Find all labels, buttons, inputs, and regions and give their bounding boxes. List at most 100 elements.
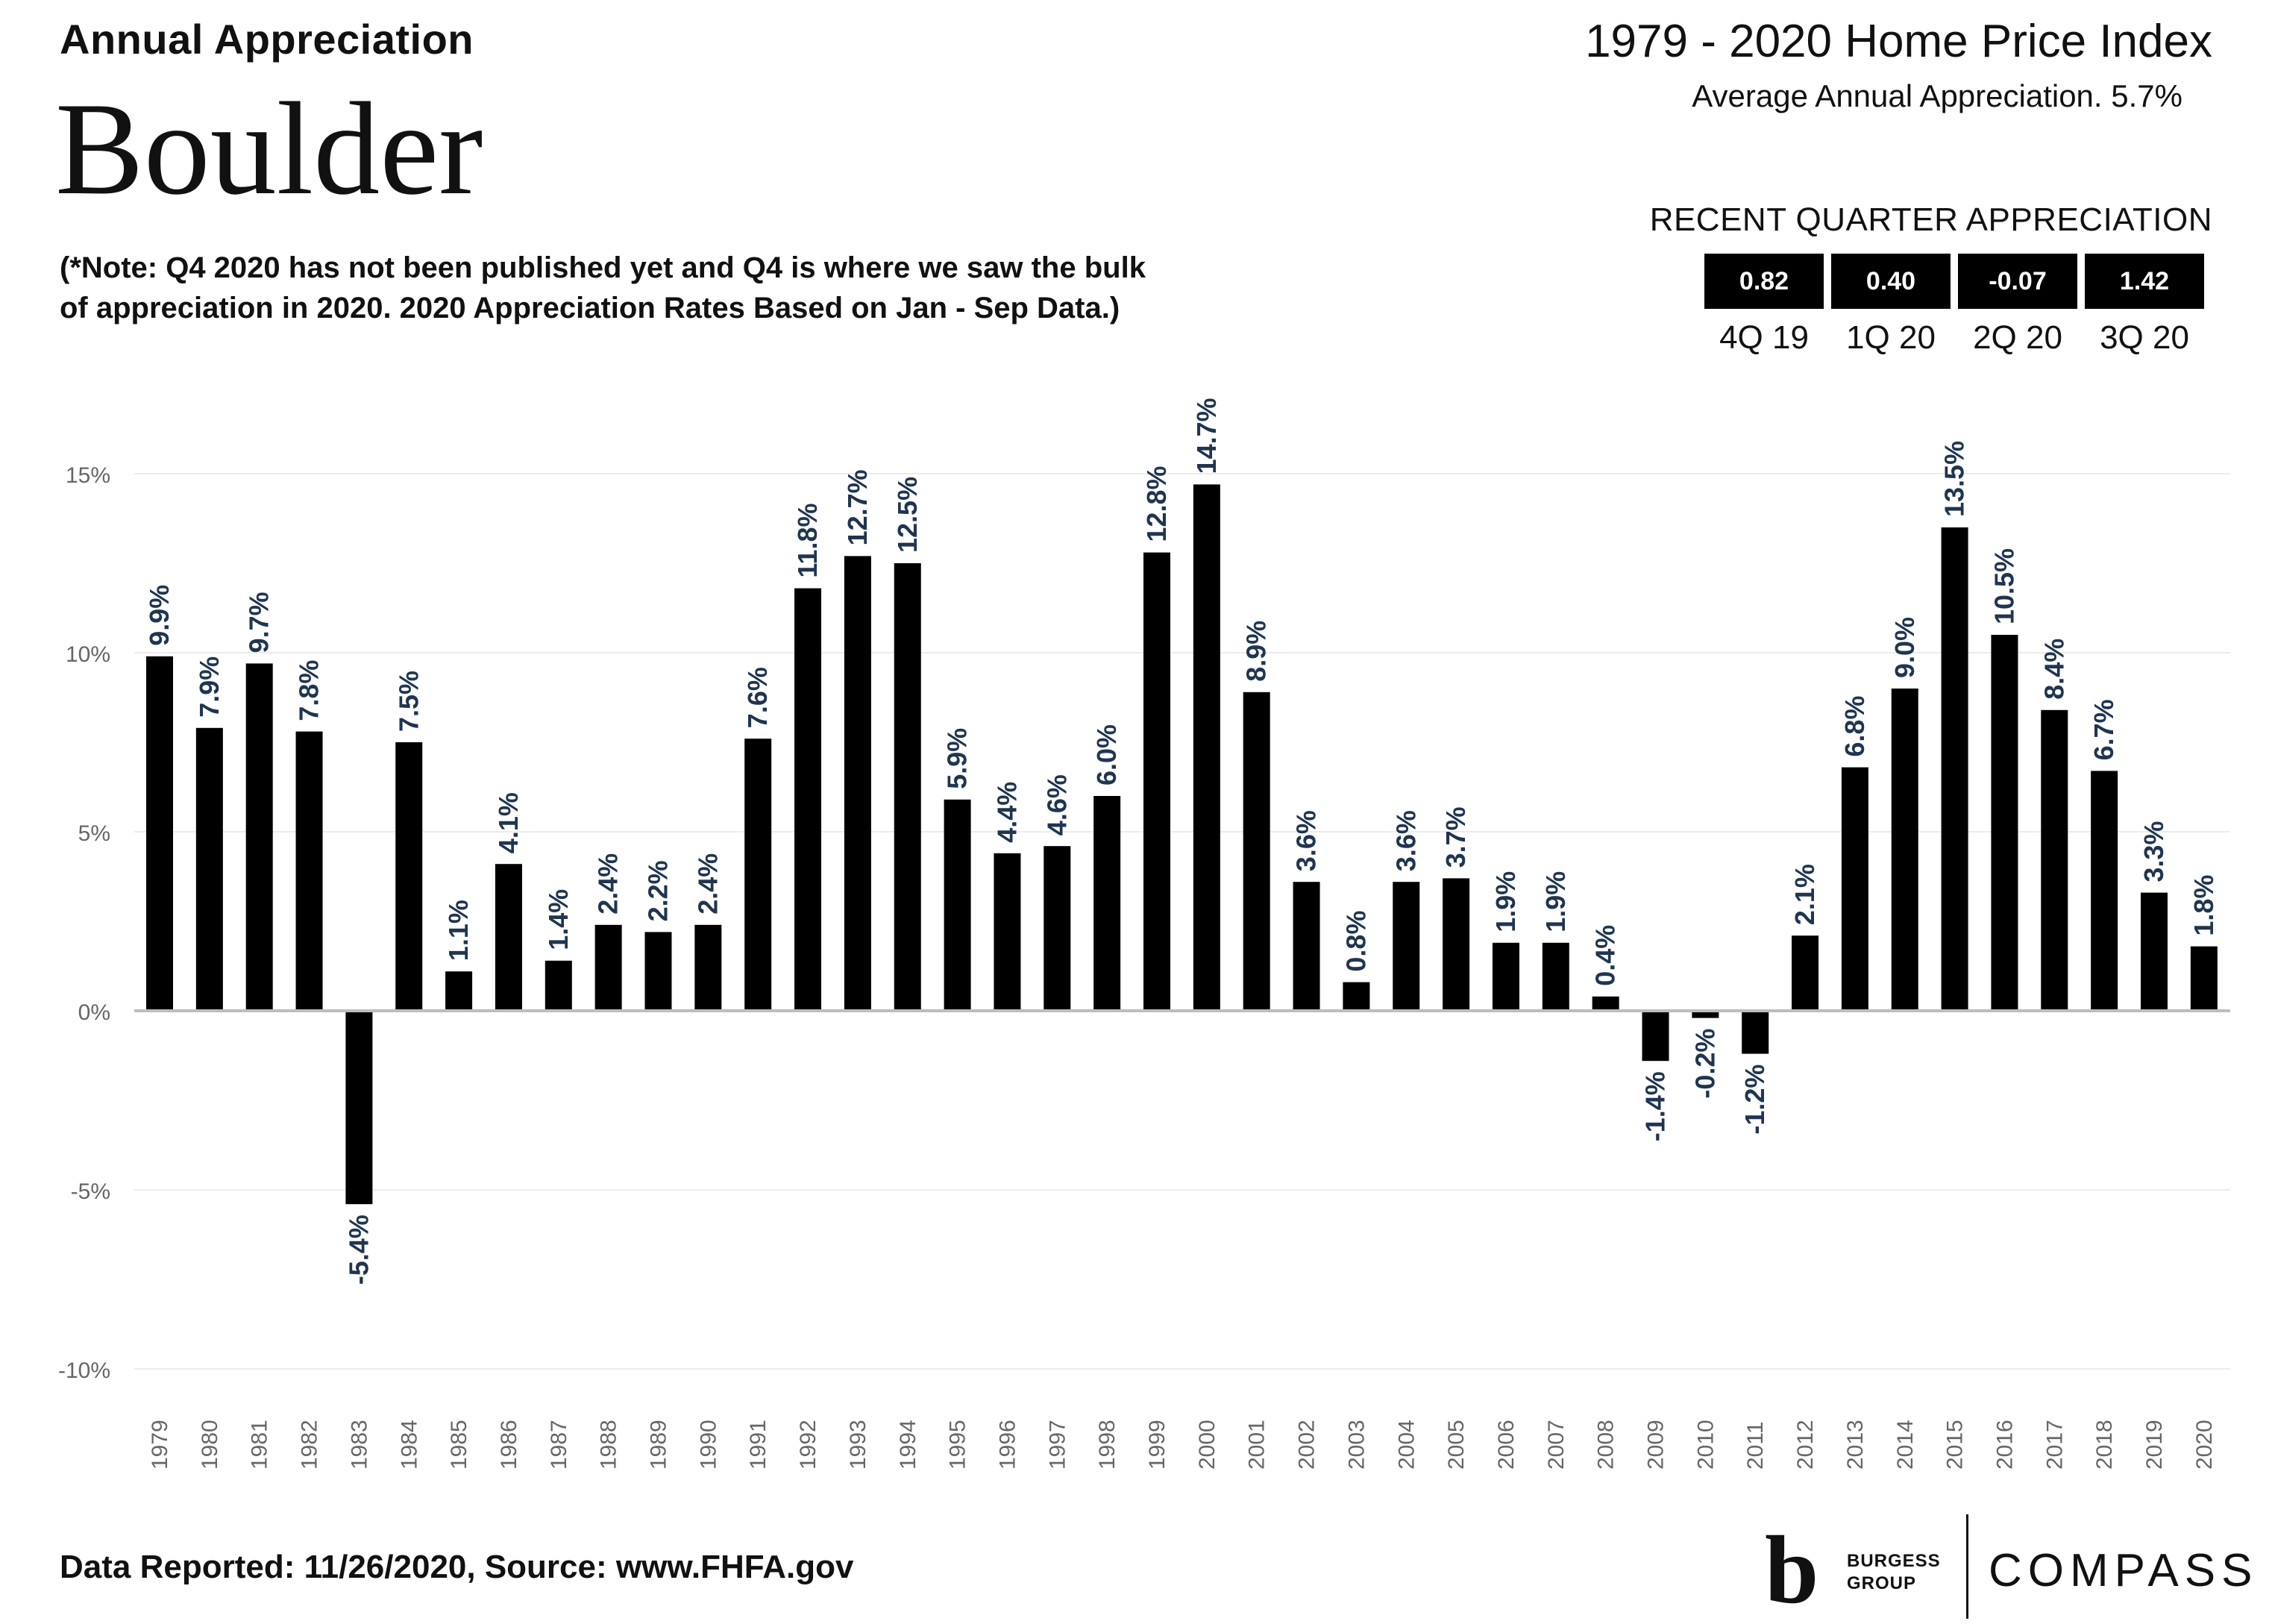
bar bbox=[445, 971, 473, 1011]
data-label: 7.6% bbox=[742, 667, 773, 728]
bar bbox=[146, 656, 173, 1011]
data-label: 3.3% bbox=[2138, 821, 2169, 882]
x-tick-label: 2010 bbox=[1693, 1420, 1718, 1470]
bar bbox=[1542, 942, 1569, 1011]
data-label: 6.7% bbox=[2089, 699, 2119, 760]
quarter-label-2q20: 2Q 20 bbox=[1973, 319, 2062, 356]
bar bbox=[545, 960, 572, 1011]
x-tick-label: 1984 bbox=[397, 1420, 421, 1470]
x-tick-label: 2016 bbox=[1992, 1420, 2017, 1470]
x-tick-label: 1988 bbox=[597, 1420, 621, 1470]
data-label: 5.9% bbox=[942, 728, 973, 789]
x-tick-label: 1999 bbox=[1145, 1420, 1170, 1470]
x-tick-label: 2017 bbox=[2042, 1420, 2067, 1470]
x-tick-label: 2004 bbox=[1394, 1420, 1419, 1470]
bar bbox=[2141, 892, 2168, 1011]
quarter-label-4q19: 4Q 19 bbox=[1719, 319, 1809, 356]
y-tick-label: 5% bbox=[78, 821, 110, 846]
bar bbox=[2190, 946, 2218, 1011]
bar bbox=[1393, 882, 1420, 1011]
x-tick-label: 2007 bbox=[1544, 1420, 1569, 1470]
bar bbox=[744, 739, 772, 1011]
burgess-group-logo: b bbox=[1765, 1517, 1819, 1624]
data-label: 4.1% bbox=[493, 792, 524, 853]
x-tick-label: 1987 bbox=[547, 1420, 571, 1470]
bar bbox=[195, 727, 223, 1011]
y-tick-label: -5% bbox=[71, 1179, 110, 1204]
x-tick-label: 2002 bbox=[1295, 1420, 1319, 1470]
data-label: 14.7% bbox=[1191, 398, 1222, 474]
x-tick-label: 1995 bbox=[946, 1420, 970, 1470]
data-label: 9.9% bbox=[144, 585, 175, 646]
bar bbox=[2091, 771, 2118, 1011]
data-label: 11.8% bbox=[792, 504, 823, 578]
x-tick-label: 2006 bbox=[1494, 1420, 1519, 1470]
x-tick-label: 1992 bbox=[796, 1420, 820, 1470]
data-label: 0.4% bbox=[1590, 925, 1621, 986]
quarter-label-3q20: 3Q 20 bbox=[2100, 319, 2189, 356]
x-tick-label: 1997 bbox=[1045, 1420, 1070, 1470]
x-tick-label: 2014 bbox=[1893, 1420, 1918, 1470]
y-tick-label: 0% bbox=[78, 1000, 110, 1025]
x-tick-label: 2008 bbox=[1594, 1420, 1619, 1470]
x-tick-label: 2018 bbox=[2092, 1420, 2117, 1470]
bar bbox=[2041, 709, 2068, 1011]
data-label: -1.4% bbox=[1640, 1071, 1671, 1141]
x-tick-label: 2005 bbox=[1444, 1420, 1469, 1470]
x-tick-label: 1985 bbox=[447, 1420, 471, 1470]
data-label: 1.8% bbox=[2188, 875, 2219, 936]
data-label: 8.4% bbox=[2039, 639, 2069, 700]
bar bbox=[1742, 1011, 1769, 1054]
burgess-line-1: BURGESS bbox=[1847, 1551, 1941, 1571]
compass-logo: COMPASS bbox=[1989, 1545, 2259, 1596]
bar bbox=[1443, 878, 1470, 1011]
chart-kicker: Annual Appreciation bbox=[60, 16, 474, 63]
data-label: 1.1% bbox=[443, 900, 474, 961]
data-label: 1.9% bbox=[1540, 871, 1571, 932]
data-label: 6.8% bbox=[1839, 696, 1870, 757]
bar bbox=[844, 556, 871, 1011]
quarter-label-1q20: 1Q 20 bbox=[1846, 319, 1936, 356]
data-label: 3.7% bbox=[1440, 806, 1471, 868]
bar bbox=[1991, 635, 2018, 1011]
data-label: 4.4% bbox=[991, 782, 1022, 843]
bar bbox=[1642, 1011, 1669, 1062]
x-tick-label: 1981 bbox=[248, 1420, 272, 1470]
x-tick-label: 1991 bbox=[746, 1420, 771, 1470]
data-label: 7.8% bbox=[294, 660, 324, 721]
bar bbox=[1093, 796, 1121, 1011]
data-label: 1.9% bbox=[1490, 871, 1521, 932]
data-label: 0.8% bbox=[1340, 911, 1371, 972]
x-tick-label: 1998 bbox=[1095, 1420, 1120, 1470]
y-tick-label: -10% bbox=[58, 1358, 110, 1383]
x-tick-label: 2000 bbox=[1195, 1420, 1220, 1470]
bar bbox=[1692, 1011, 1719, 1018]
bar bbox=[594, 924, 622, 1011]
data-label: 3.6% bbox=[1291, 810, 1322, 871]
data-label: -1.2% bbox=[1739, 1065, 1770, 1135]
data-label: 6.0% bbox=[1091, 724, 1122, 786]
data-label: -5.4% bbox=[343, 1214, 374, 1285]
data-label: 9.7% bbox=[244, 592, 274, 653]
data-label: 1.4% bbox=[543, 889, 574, 950]
quarter-value-1q20: 0.40 bbox=[1831, 254, 1951, 309]
x-tick-label: 1993 bbox=[846, 1420, 870, 1470]
data-label: 3.6% bbox=[1390, 810, 1421, 871]
recent-quarter-title: RECENT QUARTER APPRECIATION bbox=[1649, 201, 2212, 238]
data-label: 12.8% bbox=[1141, 466, 1172, 542]
data-label: 2.2% bbox=[643, 860, 674, 921]
bar bbox=[1044, 846, 1071, 1011]
x-tick-label: 1996 bbox=[995, 1420, 1020, 1470]
x-tick-label: 2001 bbox=[1245, 1420, 1270, 1470]
x-tick-label: 1990 bbox=[696, 1420, 721, 1470]
bar bbox=[395, 742, 423, 1011]
x-tick-label: 2003 bbox=[1344, 1420, 1369, 1470]
burgess-group-wordmark: BURGESS GROUP bbox=[1847, 1550, 1941, 1595]
bar bbox=[295, 731, 323, 1011]
index-title: 1979 - 2020 Home Price Index bbox=[1585, 16, 2212, 67]
data-label: 2.1% bbox=[1789, 864, 1820, 925]
x-tick-label: 1994 bbox=[896, 1420, 920, 1470]
x-tick-label: 1980 bbox=[198, 1420, 222, 1470]
x-tick-label: 1983 bbox=[347, 1420, 371, 1470]
